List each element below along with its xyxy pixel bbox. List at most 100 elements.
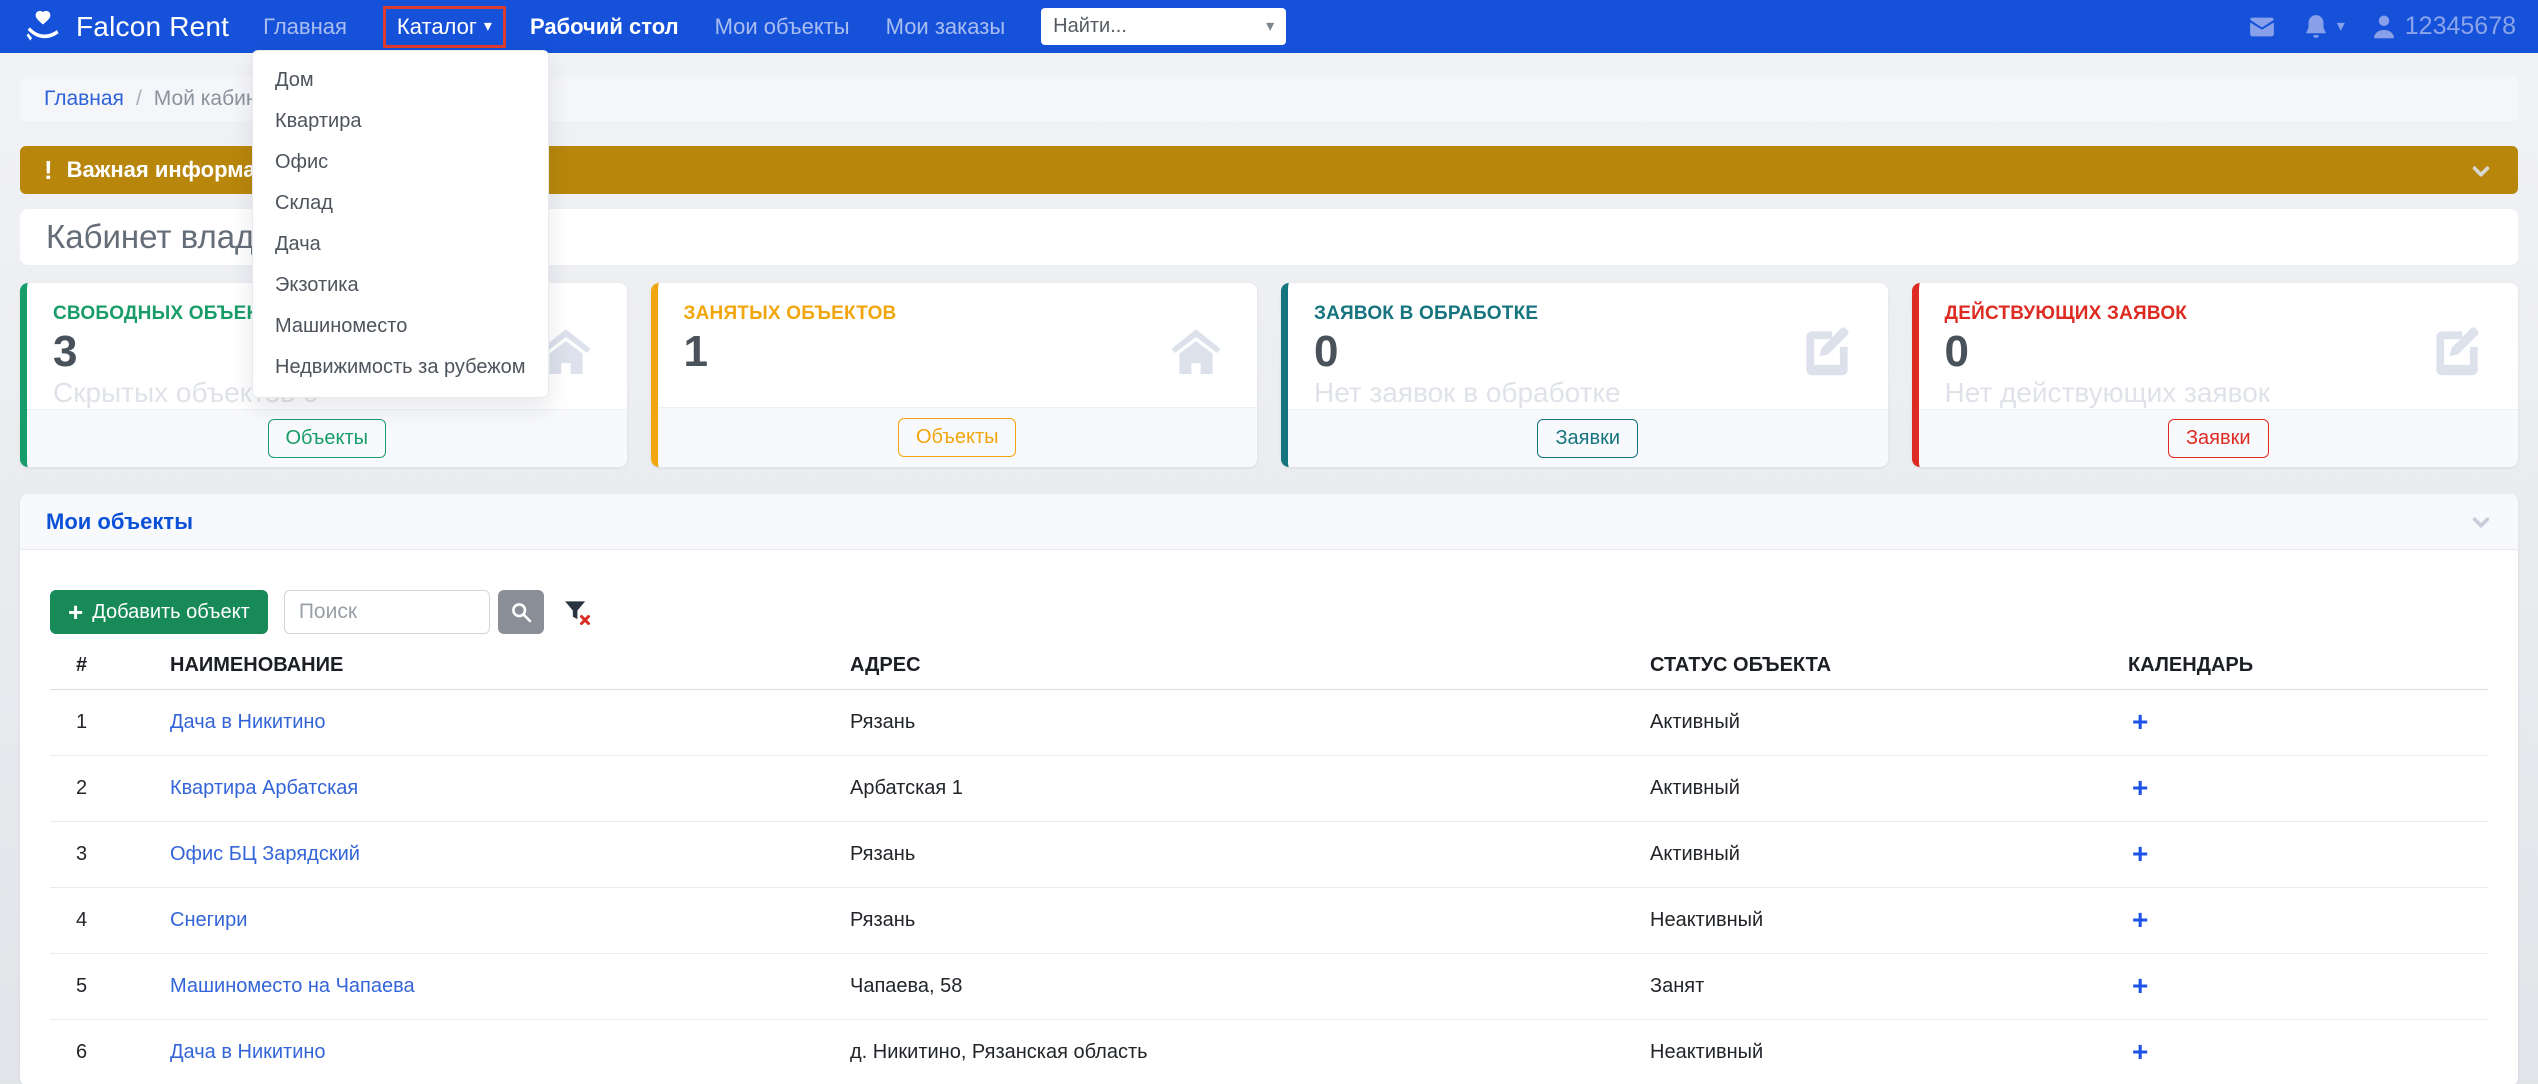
table-row: 2 Квартира Арбатская Арбатская 1 Активны… <box>50 755 2488 822</box>
user-icon <box>2373 15 2394 38</box>
col-status: СТАТУС ОБЪЕКТА <box>1650 648 2128 690</box>
catalog-dropdown-menu: Дом Квартира Офис Склад Дача Экзотика Ма… <box>252 50 549 398</box>
object-link[interactable]: Снегири <box>170 909 248 931</box>
table-row: 5 Машиноместо на Чапаева Чапаева, 58 Зан… <box>50 953 2488 1020</box>
dropdown-item-ofis[interactable]: Офис <box>275 151 329 173</box>
add-calendar-button[interactable]: + <box>2132 838 2149 869</box>
add-object-button[interactable]: + Добавить объект <box>50 590 268 634</box>
chevron-down-icon <box>2472 166 2490 177</box>
clear-filter-button[interactable] <box>556 590 598 634</box>
my-objects-panel-header[interactable]: Мои объекты <box>20 494 2518 550</box>
col-calendar: КАЛЕНДАРЬ <box>2128 648 2488 690</box>
nav-item-glavnaya[interactable]: Главная <box>263 13 347 39</box>
card-value: 0 <box>1944 327 1969 376</box>
dropdown-item-nedvizhimost-za-rubezhom[interactable]: Недвижимость за рубежом <box>275 356 526 378</box>
row-number: 4 <box>50 887 170 954</box>
table-header-row: # НАИМЕНОВАНИЕ АДРЕС СТАТУС ОБЪЕКТА КАЛЕ… <box>50 648 2488 690</box>
card-label: СВОБОДНЫХ ОБЪЕКТОВ <box>53 303 299 324</box>
my-objects-panel: Мои объекты + Добавить объект <box>20 494 2518 1084</box>
top-navbar: Falcon Rent Главная Каталог ▾ Рабочий ст… <box>0 0 2538 53</box>
col-name: НАИМЕНОВАНИЕ <box>170 648 850 690</box>
add-calendar-button[interactable]: + <box>2132 970 2149 1001</box>
bell-icon <box>2305 14 2326 38</box>
object-link[interactable]: Машиноместо на Чапаева <box>170 975 415 997</box>
card-label: ЗАНЯТЫХ ОБЪЕКТОВ <box>683 303 897 324</box>
table-row: 6 Дача в Никитино д. Никитино, Рязанская… <box>50 1019 2488 1084</box>
row-number: 1 <box>50 689 170 756</box>
nav-item-katalog[interactable]: Каталог ▾ <box>382 5 506 48</box>
chevron-down-icon <box>2472 516 2490 527</box>
add-calendar-button[interactable]: + <box>2132 772 2149 803</box>
dropdown-item-kvartira[interactable]: Квартира <box>275 110 362 132</box>
navbar-right-icons: ▾ 12345678 <box>2247 12 2516 42</box>
objects-button[interactable]: Объекты <box>898 418 1017 458</box>
user-menu-button[interactable]: 12345678 <box>2369 12 2516 42</box>
chevron-down-icon: ▾ <box>483 17 492 35</box>
object-status: Неактивный <box>1650 887 2128 954</box>
filter-remove-icon <box>564 601 590 625</box>
dropdown-item-dom[interactable]: Дом <box>275 69 314 91</box>
search-input[interactable] <box>283 590 490 634</box>
add-calendar-button[interactable]: + <box>2132 706 2149 737</box>
messages-button[interactable] <box>2247 12 2277 42</box>
object-status: Активный <box>1650 689 2128 756</box>
add-object-label: Добавить объект <box>92 600 250 623</box>
dropdown-item-ekzotika[interactable]: Экзотика <box>275 274 359 296</box>
object-address: Рязань <box>850 821 1650 888</box>
global-search-placeholder: Найти... <box>1053 15 1127 37</box>
requests-button[interactable]: Заявки <box>1537 419 1639 459</box>
row-number: 5 <box>50 953 170 1020</box>
chevron-down-icon: ▾ <box>2336 17 2345 35</box>
chevron-down-icon: ▾ <box>1266 17 1275 35</box>
object-status: Активный <box>1650 755 2128 822</box>
row-number: 2 <box>50 755 170 822</box>
object-address: Арбатская 1 <box>850 755 1650 822</box>
dropdown-item-sklad[interactable]: Склад <box>275 192 333 214</box>
table-row: 4 Снегири Рязань Неактивный + <box>50 887 2488 954</box>
object-address: Рязань <box>850 887 1650 954</box>
card-subtitle: Нет заявок в обработке <box>1314 377 1621 409</box>
card-active-requests: ДЕЙСТВУЮЩИХ ЗАЯВОК 0 Нет действующих зая… <box>1911 283 2518 467</box>
nav-item-moi-zakazy[interactable]: Мои заказы <box>885 13 1006 39</box>
object-status: Занят <box>1650 953 2128 1020</box>
object-address: д. Никитино, Рязанская область <box>850 1019 1650 1084</box>
global-search-select[interactable]: Найти... ▾ <box>1041 8 1287 45</box>
object-address: Рязань <box>850 689 1650 756</box>
breadcrumb-home-link[interactable]: Главная <box>44 87 124 110</box>
search-button[interactable] <box>497 590 544 634</box>
object-status: Неактивный <box>1650 1019 2128 1084</box>
house-icon <box>1171 329 1221 374</box>
stat-cards: СВОБОДНЫХ ОБЪЕКТОВ 3 Скрытых объектов 0 … <box>20 283 2518 467</box>
add-calendar-button[interactable]: + <box>2132 1036 2149 1067</box>
objects-button[interactable]: Объекты <box>267 419 386 459</box>
dropdown-item-mashinomesto[interactable]: Машиноместо <box>275 315 408 337</box>
object-link[interactable]: Квартира Арбатская <box>170 777 359 799</box>
row-number: 6 <box>50 1019 170 1084</box>
user-id: 12345678 <box>2404 12 2516 40</box>
breadcrumb-current: Мой кабинет <box>153 87 279 110</box>
add-calendar-button[interactable]: + <box>2132 904 2149 935</box>
edit-icon <box>2436 327 2481 376</box>
nav-item-moi-obekty[interactable]: Мои объекты <box>714 13 850 39</box>
objects-table: # НАИМЕНОВАНИЕ АДРЕС СТАТУС ОБЪЕКТА КАЛЕ… <box>50 648 2488 1084</box>
object-status: Активный <box>1650 821 2128 888</box>
requests-button[interactable]: Заявки <box>2167 419 2269 459</box>
plus-icon: + <box>68 597 84 627</box>
object-link[interactable]: Дача в Никитино <box>170 711 326 733</box>
notifications-button[interactable]: ▾ <box>2301 12 2345 42</box>
breadcrumb-separator: / <box>135 87 142 110</box>
edit-icon <box>1805 327 1851 376</box>
brand[interactable]: Falcon Rent <box>22 6 229 48</box>
object-link[interactable]: Дача в Никитино <box>170 1041 326 1063</box>
object-address: Чапаева, 58 <box>850 953 1650 1020</box>
card-subtitle: Нет действующих заявок <box>1944 377 2271 409</box>
card-requests-processing: ЗАЯВОК В ОБРАБОТКЕ 0 Нет заявок в обрабо… <box>1281 283 1888 467</box>
nav-item-rabochiy-stol[interactable]: Рабочий стол <box>529 13 679 39</box>
object-link[interactable]: Офис БЦ Зарядский <box>170 843 360 865</box>
table-row: 3 Офис БЦ Зарядский Рязань Активный + <box>50 821 2488 888</box>
panel-title: Мои объекты <box>46 508 193 534</box>
exclamation-icon: ! <box>44 154 53 185</box>
row-number: 3 <box>50 821 170 888</box>
envelope-icon <box>2249 17 2274 36</box>
dropdown-item-dacha[interactable]: Дача <box>275 233 321 255</box>
